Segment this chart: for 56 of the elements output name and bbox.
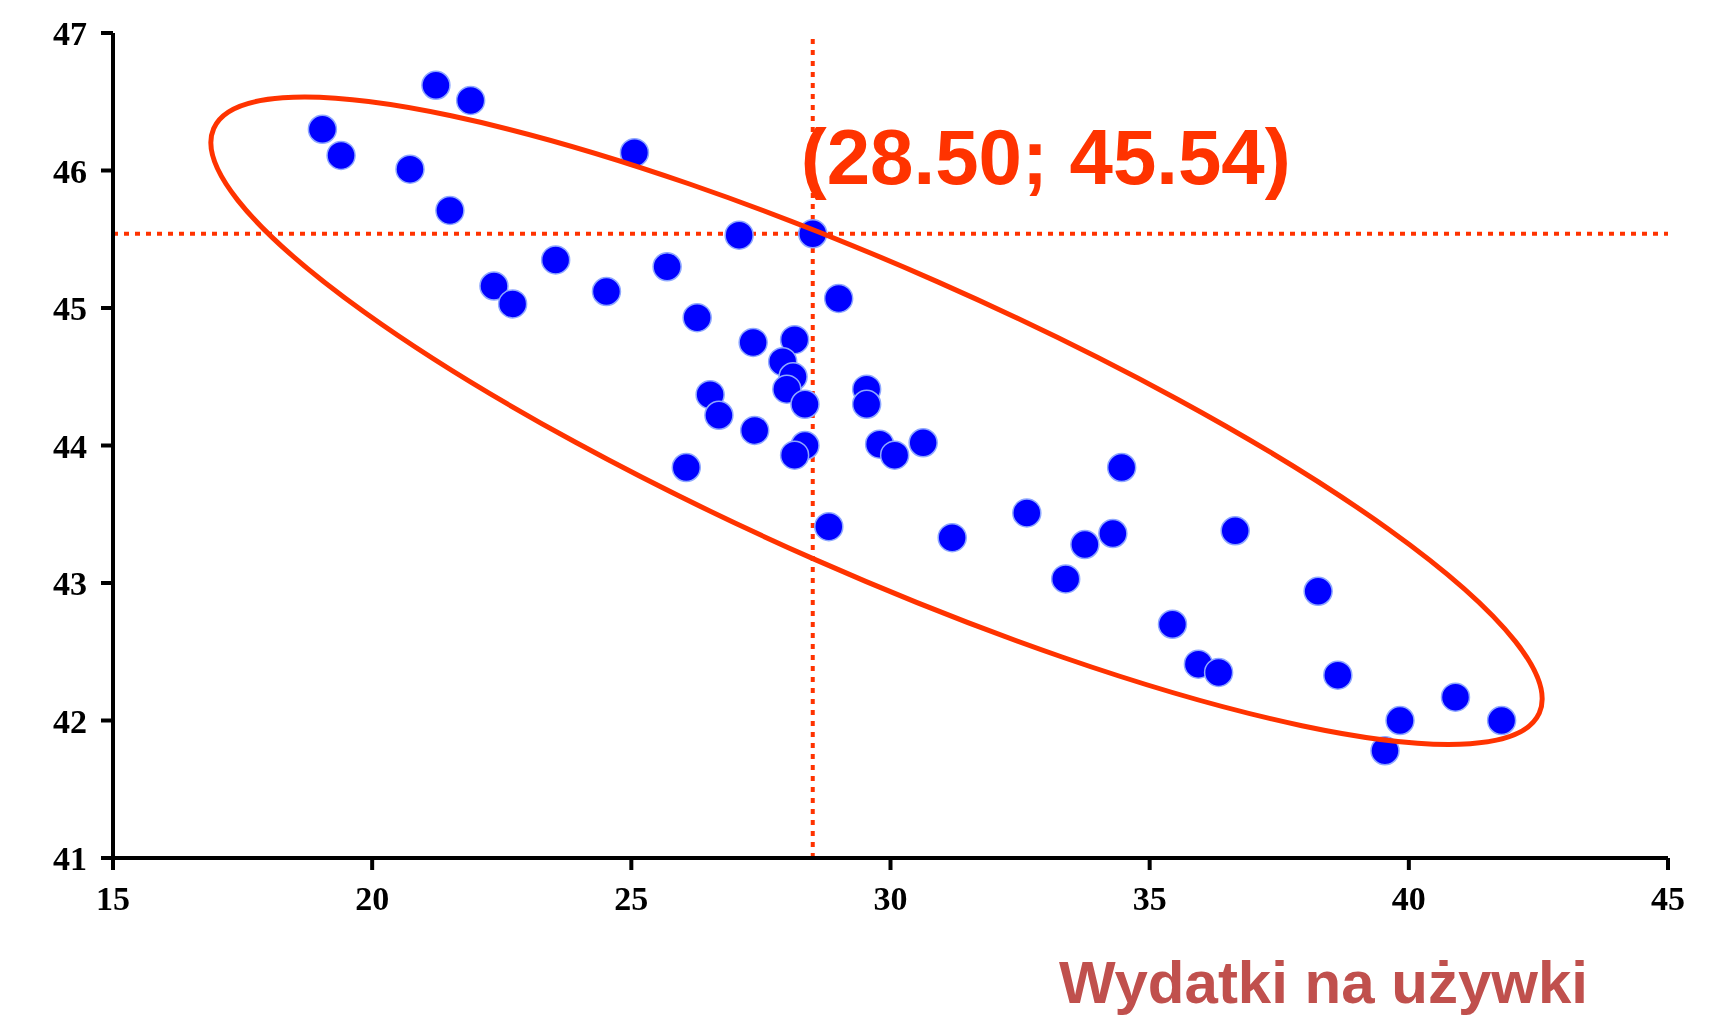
point — [1070, 529, 1100, 560]
x-tick-label: 25 — [614, 880, 649, 918]
point — [307, 114, 338, 144]
point — [421, 70, 451, 100]
point — [326, 140, 356, 171]
point — [704, 400, 734, 430]
x-tick-label: 35 — [1132, 880, 1167, 918]
point — [738, 327, 768, 358]
y-tick-label: 41 — [53, 840, 87, 878]
point — [1220, 516, 1250, 546]
point — [1012, 498, 1042, 528]
point — [591, 276, 622, 307]
y-tick-label: 42 — [53, 702, 87, 740]
point — [1098, 518, 1128, 549]
point — [435, 195, 465, 226]
y-tick-label: 47 — [53, 15, 87, 53]
y-tick-label: 45 — [53, 290, 87, 328]
point — [739, 415, 770, 446]
point — [682, 302, 712, 333]
point — [1203, 657, 1234, 688]
x-tick-label: 40 — [1391, 880, 1426, 918]
y-tick-label: 46 — [53, 152, 87, 190]
point — [823, 283, 854, 314]
point — [724, 220, 754, 250]
point — [779, 440, 810, 470]
point — [790, 389, 820, 419]
point — [779, 324, 810, 355]
point — [851, 389, 882, 419]
point — [937, 522, 967, 553]
point — [772, 374, 802, 404]
point — [540, 245, 571, 275]
x-tick-label: 20 — [355, 880, 390, 918]
point — [671, 452, 702, 483]
point — [1385, 705, 1415, 736]
annotation: (28.50; 45.54) — [800, 112, 1291, 201]
point — [1050, 564, 1081, 594]
point — [908, 428, 938, 458]
point — [395, 154, 425, 184]
x-tick-label: 30 — [873, 880, 908, 918]
point — [1323, 660, 1353, 690]
point — [497, 289, 528, 319]
x-tick-label: 45 — [1651, 880, 1685, 918]
point — [814, 511, 844, 542]
point — [1106, 452, 1137, 483]
point — [479, 271, 509, 301]
point — [1157, 609, 1188, 639]
point — [879, 440, 910, 470]
point — [1486, 705, 1517, 736]
y-tick-label: 43 — [53, 565, 87, 603]
point — [1440, 682, 1471, 712]
x-tick-label: 15 — [96, 880, 130, 918]
x-axis-title: Wydatki na używki — [1058, 949, 1588, 1016]
point — [1303, 576, 1333, 606]
point — [652, 252, 682, 282]
y-tick-label: 44 — [53, 427, 87, 465]
point — [455, 85, 486, 116]
